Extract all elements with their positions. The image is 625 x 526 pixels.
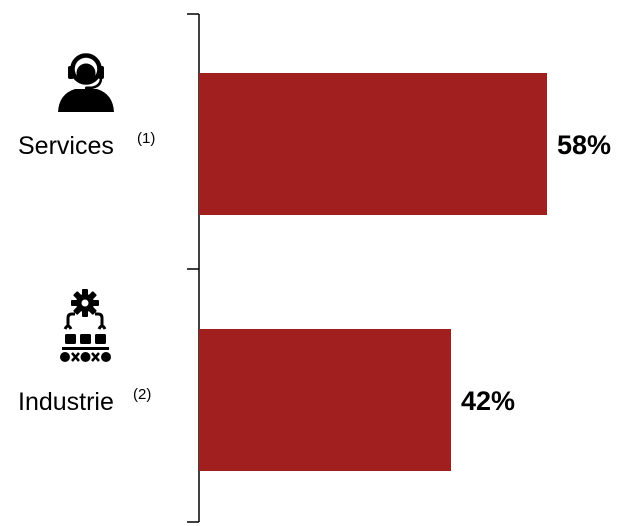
category-footnote-industrie: (2) <box>133 386 151 403</box>
factory-automation-icon <box>60 289 111 362</box>
category-label-industrie: Industrie <box>18 388 114 416</box>
category-label-services: Services <box>18 132 114 160</box>
bar-services <box>199 73 547 215</box>
category-footnote-services: (1) <box>137 130 155 147</box>
call-center-agent-icon <box>58 53 114 112</box>
value-label-industrie: 42% <box>461 386 515 416</box>
value-label-services: 58% <box>557 130 611 160</box>
bar-industrie <box>199 329 451 471</box>
